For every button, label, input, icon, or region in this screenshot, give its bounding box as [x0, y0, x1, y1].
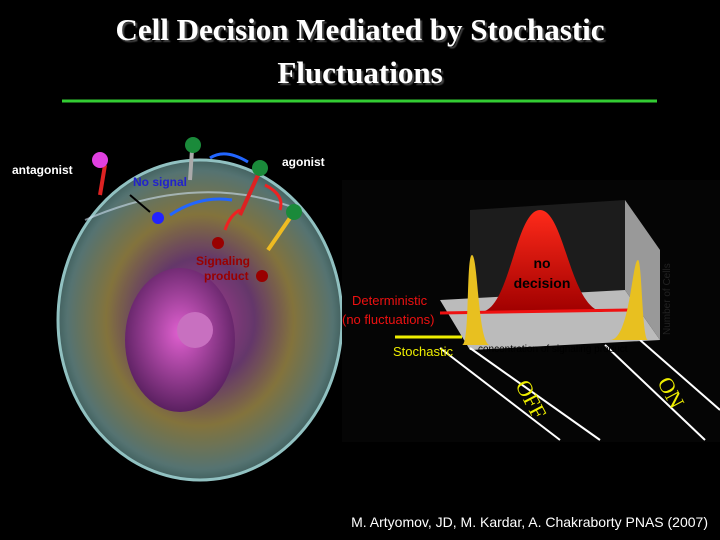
cell-diagram: antagonist agonist No signal Signaling p… — [12, 137, 344, 482]
citation: M. Artyomov, JD, M. Kardar, A. Chakrabor… — [351, 514, 708, 530]
molecule — [152, 212, 164, 224]
nucleus — [125, 268, 235, 412]
no-decision-peak — [480, 210, 605, 312]
label: antagonist — [12, 163, 73, 177]
lane-line — [439, 347, 561, 441]
ligand — [286, 204, 302, 220]
axis-label: Number of Cells — [662, 263, 673, 335]
nucleolus — [177, 312, 213, 348]
label: Deterministic — [352, 293, 428, 308]
label: agonist — [282, 155, 325, 169]
molecule — [256, 270, 268, 282]
label: Stochastic — [393, 344, 453, 359]
on-peak — [610, 260, 648, 340]
label: No signal — [133, 175, 187, 189]
arrow — [223, 208, 241, 231]
receptor — [188, 149, 194, 181]
lane-line — [469, 347, 601, 441]
label: product — [204, 269, 249, 283]
label: Signaling — [196, 254, 250, 268]
receptor — [98, 164, 107, 196]
lane-line — [604, 344, 706, 441]
title-line: Cell Decision Mediated by Stochastic — [115, 12, 604, 47]
arrow — [129, 194, 151, 213]
distribution-figure: no decision Deterministic (no fluctuatio… — [342, 180, 720, 442]
lane-line — [639, 339, 720, 411]
agonist-ligand — [252, 160, 268, 176]
receptor — [238, 174, 260, 216]
arrow — [264, 183, 283, 211]
arrow — [169, 197, 233, 217]
receptor — [266, 213, 294, 252]
axis-label: concentration of signaling product — [478, 344, 628, 355]
arrow — [209, 152, 249, 164]
label: no — [533, 255, 550, 271]
molecule — [212, 237, 224, 249]
membrane — [84, 191, 301, 221]
off-peak — [462, 255, 490, 345]
label: decision — [514, 275, 571, 291]
side-wall — [625, 200, 660, 340]
ligand — [185, 137, 201, 153]
antagonist-ligand — [92, 152, 108, 168]
label: (no fluctuations) — [342, 312, 435, 327]
title-line: Fluctuations — [277, 55, 442, 90]
